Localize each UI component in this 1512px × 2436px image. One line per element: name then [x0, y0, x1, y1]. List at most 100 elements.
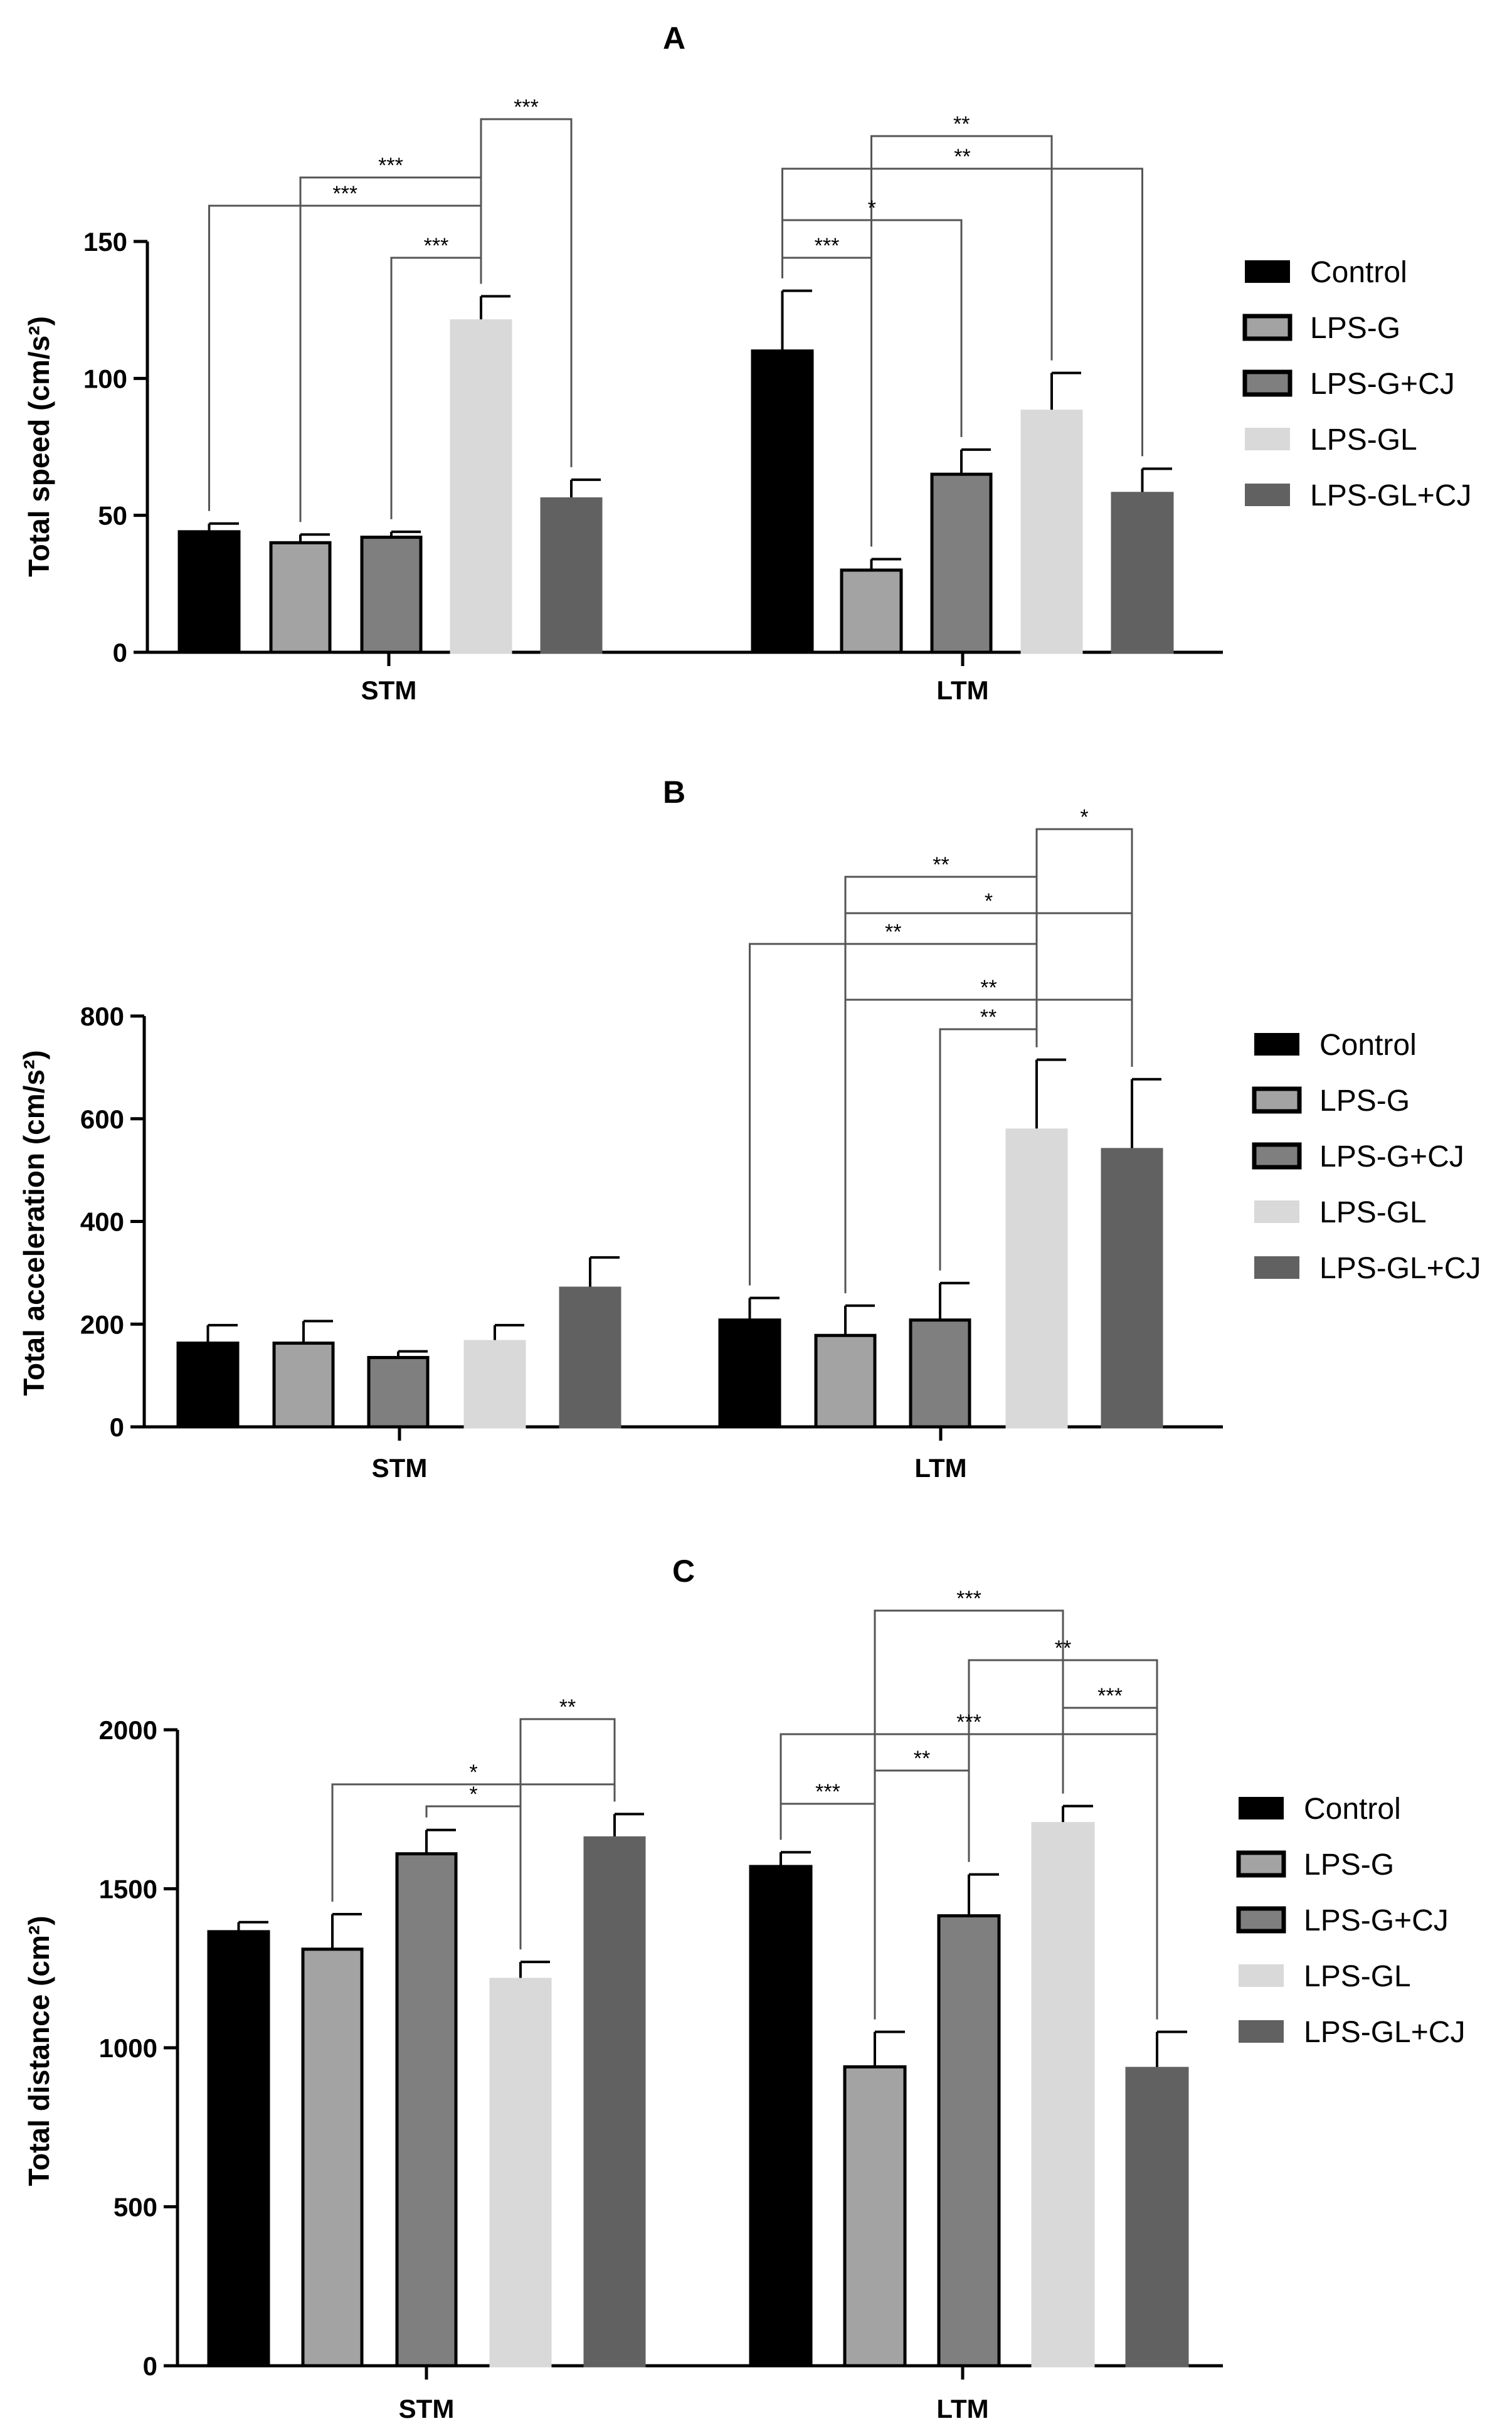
legend-label-control: Control [1310, 256, 1407, 289]
bar-stm-control [207, 1930, 270, 2368]
bar-ltm-lps-gl [1005, 1128, 1068, 1429]
significance-label: *** [514, 95, 539, 119]
bar-stm-lps-gl [463, 1340, 526, 1429]
bar-ltm-lps-g [843, 2065, 907, 2368]
significance-bracket [1035, 828, 1133, 1067]
y-tick-label: 1000 [99, 2033, 157, 2063]
legend-swatch-lps-g [1236, 1850, 1286, 1878]
legend-swatch-lps-g [1252, 1086, 1302, 1114]
bar-stm-lps-gl [450, 319, 512, 654]
y-axis-label: Total distance (cm²) [23, 1915, 55, 2186]
significance-label: *** [815, 234, 840, 258]
significance-label: *** [1097, 1684, 1123, 1708]
chart-title: C [672, 1554, 695, 1589]
y-tick-label: 400 [80, 1207, 124, 1237]
legend-label-lps-gl: LPS-GL [1304, 1960, 1411, 1993]
legend-swatch-lps-gl [1245, 428, 1290, 450]
legend-swatch-control [1245, 260, 1290, 283]
x-tick-label: LTM [914, 1453, 966, 1483]
legend-swatch-lps-g-plus-cj [1242, 369, 1293, 397]
significance-bracket [844, 998, 1133, 1293]
significance-bracket [208, 204, 482, 511]
legend-label-lps-g: LPS-G [1310, 312, 1400, 345]
legend-swatch-lps-gl-plus-cj [1245, 484, 1290, 506]
legend-swatch-lps-g [1242, 314, 1293, 341]
y-tick-label: 500 [114, 2193, 157, 2222]
significance-bracket [781, 219, 963, 437]
bar-ltm-lps-g [840, 568, 903, 654]
legend-swatch-lps-g-plus-cj [1252, 1142, 1302, 1170]
significance-bracket [331, 1783, 616, 1902]
legend: Control LPS-G LPS-G+CJ LPS-GL LPS-GL+CJ [1252, 1029, 1481, 1285]
chart-title: B [663, 775, 685, 810]
significance-label: * [985, 889, 993, 913]
significance-label: ** [954, 145, 970, 169]
significance-bracket [939, 1028, 1038, 1271]
legend-swatch-control [1239, 1797, 1284, 1819]
x-tick-label: STM [399, 2394, 455, 2423]
legend-label-lps-gl-plus-cj: LPS-GL+CJ [1304, 2016, 1465, 2049]
bar-stm-control [177, 530, 241, 654]
significance-label: ** [1055, 1636, 1071, 1660]
y-tick-label: 100 [83, 364, 127, 393]
significance-label: *** [956, 1710, 981, 1734]
bar-ltm-control [751, 349, 814, 654]
y-axis-label: Total acceleration (cm/s²) [18, 1050, 50, 1395]
bar-stm-lps-g-plus-cj [360, 536, 423, 654]
bar-ltm-lps-gl-plus-cj [1111, 492, 1174, 654]
significance-label: * [868, 196, 876, 220]
significance-bracket [780, 1803, 876, 2020]
significance-label: ** [885, 920, 901, 944]
bar-stm-lps-gl-plus-cj [559, 1286, 621, 1429]
y-tick-label: 150 [83, 227, 127, 257]
legend: Control LPS-G LPS-G+CJ LPS-GL LPS-GL+CJ [1236, 1793, 1465, 2049]
significance-label: *** [956, 1587, 981, 1611]
significance-label: *** [378, 154, 403, 177]
legend-label-lps-gl-plus-cj: LPS-GL+CJ [1310, 479, 1471, 512]
chart-panel-c: C 0 500 1000 1500 2000 Total distance (cm²) STM… [23, 1554, 1465, 2423]
significance-label: ** [914, 1747, 930, 1771]
legend-label-lps-g-plus-cj: LPS-G+CJ [1310, 368, 1455, 401]
x-tick-label: STM [372, 1453, 428, 1483]
significance-label: ** [559, 1695, 576, 1719]
legend-label-control: Control [1319, 1029, 1417, 1062]
bar-stm-lps-g [272, 1342, 335, 1429]
y-tick-label: 800 [80, 1002, 124, 1031]
y-tick-label: 0 [143, 2351, 157, 2381]
legend-label-lps-g: LPS-G [1304, 1848, 1394, 1882]
significance-label: * [469, 1782, 477, 1806]
legend-label-lps-g-plus-cj: LPS-G+CJ [1304, 1904, 1449, 1937]
bar-stm-lps-gl [489, 1978, 552, 2368]
chart-panel-b: B 0 200 400 600 800 Total acceleration (cm/s²)… [18, 775, 1481, 1483]
x-tick-label: STM [361, 675, 417, 705]
bar-stm-lps-g-plus-cj [367, 1355, 430, 1429]
y-tick-label: 50 [98, 501, 127, 531]
bar-stm-lps-g-plus-cj [395, 1852, 458, 2368]
bar-ltm-lps-gl-plus-cj [1101, 1148, 1163, 1429]
significance-label: *** [332, 182, 357, 206]
significance-bracket [749, 943, 1038, 1286]
legend-swatch-control [1254, 1033, 1299, 1056]
significance-label: ** [980, 976, 997, 1000]
bar-stm-lps-g [269, 541, 332, 654]
legend-label-lps-g: LPS-G [1319, 1084, 1410, 1118]
chart-title: A [663, 21, 685, 56]
significance-bracket [781, 257, 872, 547]
bar-stm-lps-gl-plus-cj [540, 497, 603, 654]
bar-ltm-lps-g-plus-cj [930, 472, 993, 654]
significance-label: *** [424, 234, 449, 258]
bar-ltm-control [749, 1865, 813, 2368]
y-tick-label: 0 [110, 1412, 124, 1442]
bar-ltm-control [718, 1318, 781, 1429]
legend-label-lps-gl-plus-cj: LPS-GL+CJ [1319, 1252, 1481, 1285]
y-tick-label: 600 [80, 1104, 124, 1134]
y-tick-label: 200 [80, 1310, 124, 1339]
y-axis-label: Total speed (cm/s²) [23, 316, 55, 577]
significance-label: ** [953, 112, 970, 136]
significance-bracket [390, 257, 482, 519]
legend-label-lps-gl: LPS-GL [1319, 1196, 1427, 1229]
y-tick-label: 1500 [99, 1875, 157, 1904]
bar-ltm-lps-g-plus-cj [909, 1318, 971, 1429]
significance-label: * [1080, 805, 1088, 829]
